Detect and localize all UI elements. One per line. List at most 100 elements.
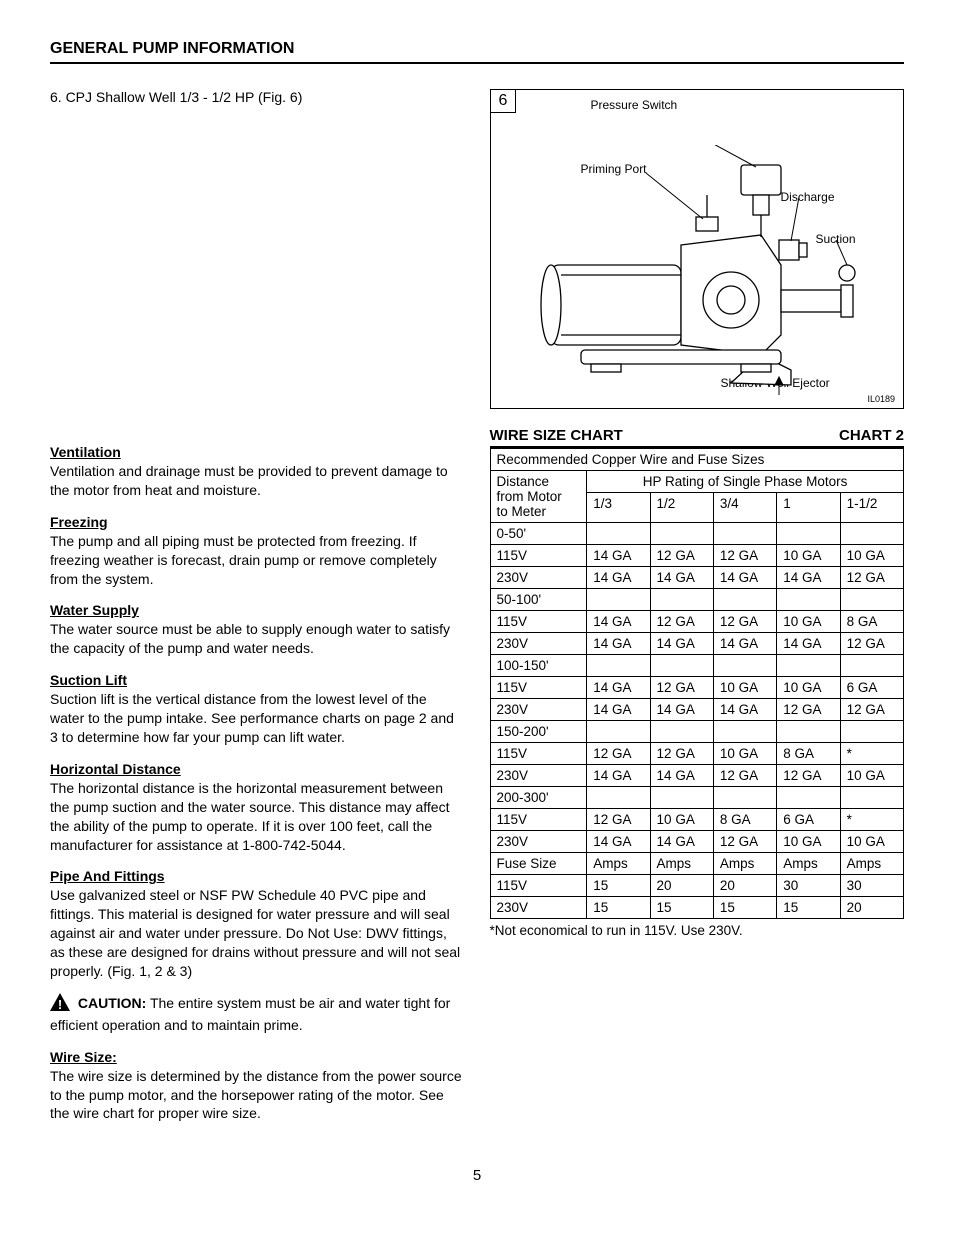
water-supply-text: The water source must be able to supply … bbox=[50, 620, 465, 658]
page-title: GENERAL PUMP INFORMATION bbox=[50, 40, 904, 64]
voltage-label: 115V bbox=[490, 677, 587, 699]
range-label: 100-150' bbox=[490, 655, 587, 677]
fuse-value: 15 bbox=[713, 897, 776, 919]
wire-value: 12 GA bbox=[650, 611, 713, 633]
water-supply-heading: Water Supply bbox=[50, 602, 465, 618]
voltage-label: 115V bbox=[490, 743, 587, 765]
wire-value: 10 GA bbox=[713, 743, 776, 765]
wire-size-text: The wire size is determined by the dista… bbox=[50, 1067, 465, 1124]
amps-label: Amps bbox=[587, 853, 650, 875]
wire-value: 14 GA bbox=[587, 545, 650, 567]
wire-value: * bbox=[840, 743, 903, 765]
amps-label: Amps bbox=[713, 853, 776, 875]
voltage-label: 115V bbox=[490, 545, 587, 567]
voltage-label: 230V bbox=[490, 699, 587, 721]
wire-value: 12 GA bbox=[650, 677, 713, 699]
hp-col-2: 3/4 bbox=[713, 493, 776, 523]
wire-value: 10 GA bbox=[777, 545, 840, 567]
wire-value: 14 GA bbox=[650, 699, 713, 721]
dist-label-3: to Meter bbox=[497, 504, 547, 519]
suction-lift-heading: Suction Lift bbox=[50, 672, 465, 688]
wire-value: 12 GA bbox=[840, 699, 903, 721]
figure-number: 6 bbox=[491, 90, 517, 113]
wire-value: 14 GA bbox=[587, 611, 650, 633]
wire-value: 14 GA bbox=[650, 633, 713, 655]
chart-title-right: CHART 2 bbox=[839, 427, 904, 444]
figure-6: 6 Pressure Switch Priming Port Discharge… bbox=[490, 89, 905, 409]
wire-value: 8 GA bbox=[713, 809, 776, 831]
wire-value: 14 GA bbox=[587, 633, 650, 655]
wire-value: 10 GA bbox=[840, 765, 903, 787]
wire-value: 14 GA bbox=[587, 699, 650, 721]
voltage-label: 115V bbox=[490, 809, 587, 831]
label-pressure-switch: Pressure Switch bbox=[591, 98, 678, 112]
wire-value: * bbox=[840, 809, 903, 831]
hp-col-3: 1 bbox=[777, 493, 840, 523]
fuse-voltage: 115V bbox=[490, 875, 587, 897]
wire-value: 10 GA bbox=[777, 831, 840, 853]
suction-lift-text: Suction lift is the vertical distance fr… bbox=[50, 690, 465, 747]
caution-label: CAUTION: bbox=[78, 995, 146, 1011]
wire-value: 10 GA bbox=[777, 677, 840, 699]
fuse-value: 15 bbox=[587, 897, 650, 919]
wire-value: 10 GA bbox=[840, 831, 903, 853]
freezing-text: The pump and all piping must be protecte… bbox=[50, 532, 465, 589]
page-number: 5 bbox=[50, 1167, 904, 1184]
voltage-label: 230V bbox=[490, 633, 587, 655]
amps-label: Amps bbox=[840, 853, 903, 875]
wire-value: 14 GA bbox=[587, 765, 650, 787]
wire-value: 12 GA bbox=[840, 567, 903, 589]
pipe-fittings-text: Use galvanized steel or NSF PW Schedule … bbox=[50, 886, 465, 980]
wire-value: 14 GA bbox=[713, 699, 776, 721]
amps-label: Amps bbox=[777, 853, 840, 875]
hp-col-0: 1/3 bbox=[587, 493, 650, 523]
wire-value: 14 GA bbox=[777, 567, 840, 589]
wire-value: 8 GA bbox=[840, 611, 903, 633]
fuse-label: Fuse Size bbox=[490, 853, 587, 875]
pipe-fittings-heading: Pipe And Fittings bbox=[50, 868, 465, 884]
fuse-value: 20 bbox=[840, 897, 903, 919]
fuse-value: 20 bbox=[713, 875, 776, 897]
voltage-label: 230V bbox=[490, 831, 587, 853]
wire-value: 14 GA bbox=[713, 633, 776, 655]
ventilation-text: Ventilation and drainage must be provide… bbox=[50, 462, 465, 500]
wire-value: 14 GA bbox=[587, 677, 650, 699]
fuse-value: 15 bbox=[777, 897, 840, 919]
wire-value: 14 GA bbox=[587, 831, 650, 853]
warning-icon: ! bbox=[50, 993, 70, 1016]
range-label: 150-200' bbox=[490, 721, 587, 743]
wire-value: 10 GA bbox=[777, 611, 840, 633]
wire-value: 14 GA bbox=[777, 633, 840, 655]
voltage-label: 230V bbox=[490, 765, 587, 787]
figure-id: IL0189 bbox=[867, 394, 895, 404]
wire-value: 12 GA bbox=[713, 545, 776, 567]
table-header-row: Recommended Copper Wire and Fuse Sizes bbox=[490, 449, 904, 471]
wire-value: 6 GA bbox=[840, 677, 903, 699]
range-label: 0-50' bbox=[490, 523, 587, 545]
chart-footnote: *Not economical to run in 115V. Use 230V… bbox=[490, 923, 905, 938]
svg-text:!: ! bbox=[58, 997, 62, 1011]
wire-value: 12 GA bbox=[587, 809, 650, 831]
item-line: 6. CPJ Shallow Well 1/3 - 1/2 HP (Fig. 6… bbox=[50, 89, 465, 105]
wire-value: 12 GA bbox=[587, 743, 650, 765]
wire-size-heading: Wire Size: bbox=[50, 1049, 465, 1065]
wire-value: 12 GA bbox=[713, 765, 776, 787]
voltage-label: 115V bbox=[490, 611, 587, 633]
fuse-value: 15 bbox=[650, 897, 713, 919]
fuse-value: 20 bbox=[650, 875, 713, 897]
wire-value: 14 GA bbox=[587, 567, 650, 589]
amps-label: Amps bbox=[650, 853, 713, 875]
hp-col-4: 1-1/2 bbox=[840, 493, 903, 523]
wire-value: 12 GA bbox=[713, 831, 776, 853]
horizontal-distance-text: The horizontal distance is the horizonta… bbox=[50, 779, 465, 855]
pump-diagram bbox=[531, 145, 871, 405]
wire-value: 12 GA bbox=[650, 743, 713, 765]
wire-value: 14 GA bbox=[650, 831, 713, 853]
wire-value: 10 GA bbox=[840, 545, 903, 567]
voltage-label: 230V bbox=[490, 567, 587, 589]
wire-value: 12 GA bbox=[840, 633, 903, 655]
wire-value: 14 GA bbox=[713, 567, 776, 589]
hp-col-1: 1/2 bbox=[650, 493, 713, 523]
wire-value: 10 GA bbox=[713, 677, 776, 699]
wire-value: 10 GA bbox=[650, 809, 713, 831]
